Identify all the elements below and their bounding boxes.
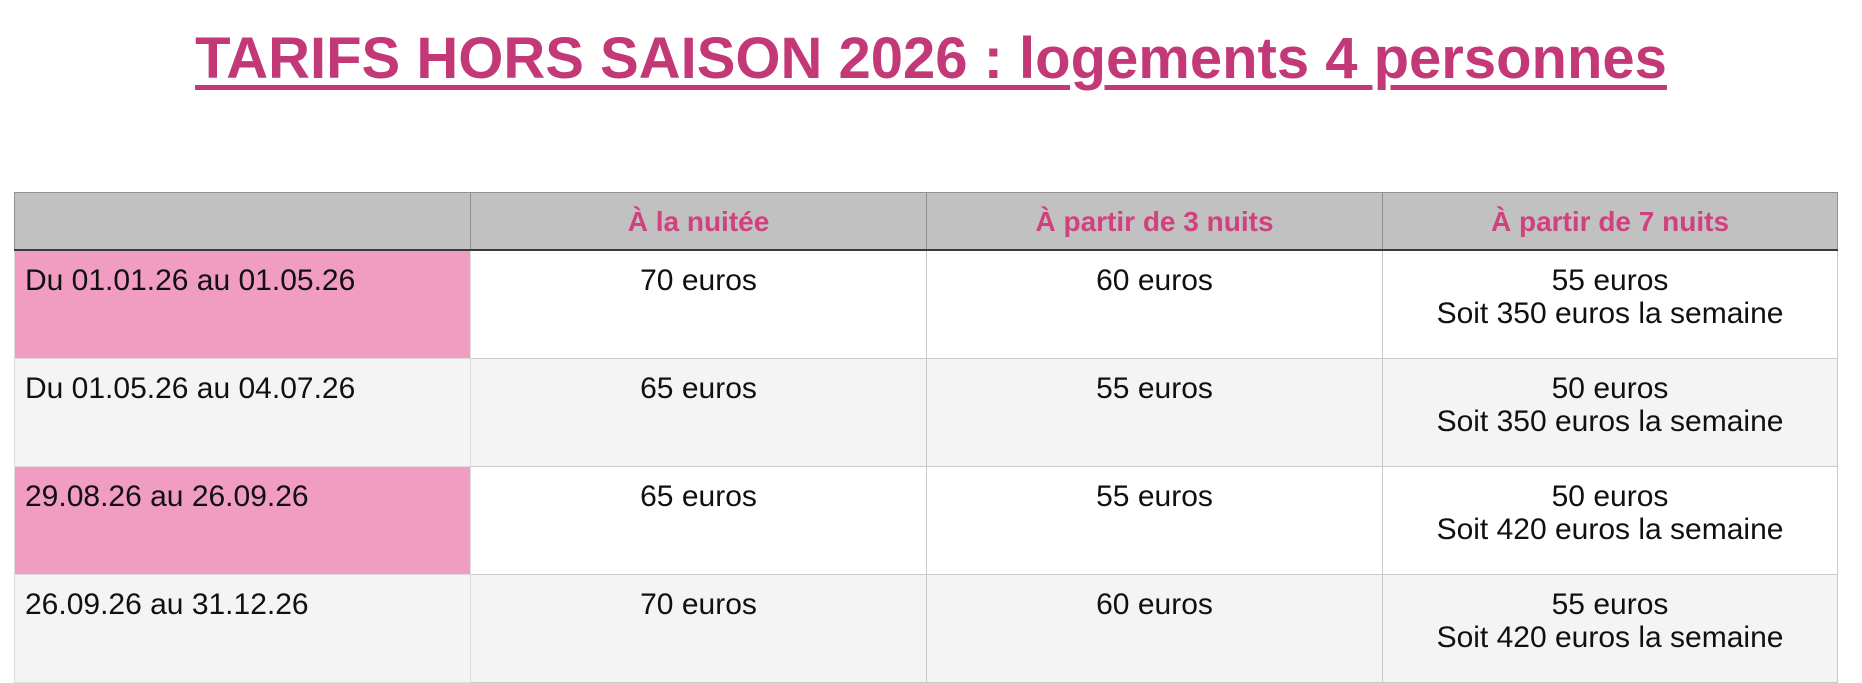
column-header-from-7-nights: À partir de 7 nuits bbox=[1382, 192, 1838, 251]
nightly-rate-cell: 70 euros bbox=[470, 249, 927, 359]
from-7-rate: 55 euros bbox=[1551, 264, 1669, 297]
from-7-nights-rate-cell: 55 euros Soit 420 euros la semaine bbox=[1382, 574, 1838, 683]
header-row: À la nuitée À partir de 3 nuits À partir… bbox=[14, 192, 1838, 251]
tariff-table: À la nuitée À partir de 3 nuits À partir… bbox=[14, 192, 1838, 683]
from-7-nights-rate-cell: 55 euros Soit 350 euros la semaine bbox=[1382, 249, 1838, 359]
period-cell: 29.08.26 au 26.09.26 bbox=[14, 466, 471, 575]
table-row: Du 01.05.26 au 04.07.26 65 euros 55 euro… bbox=[14, 358, 1838, 467]
table-row: Du 01.01.26 au 01.05.26 70 euros 60 euro… bbox=[14, 249, 1838, 359]
period-cell: 26.09.26 au 31.12.26 bbox=[14, 574, 471, 683]
from-7-rate: 55 euros bbox=[1551, 588, 1669, 621]
from-3-nights-rate-cell: 55 euros bbox=[926, 358, 1383, 467]
period-cell: Du 01.01.26 au 01.05.26 bbox=[14, 249, 471, 359]
column-header-blank bbox=[14, 192, 471, 251]
weekly-rate-note: Soit 350 euros la semaine bbox=[1436, 405, 1784, 438]
from-7-rate: 50 euros bbox=[1551, 372, 1669, 405]
page-title-text: TARIFS HORS SAISON 2026 : logements 4 pe… bbox=[195, 26, 1667, 91]
weekly-rate-note: Soit 420 euros la semaine bbox=[1436, 513, 1784, 546]
weekly-rate-note: Soit 420 euros la semaine bbox=[1436, 621, 1784, 654]
table-row: 26.09.26 au 31.12.26 70 euros 60 euros 5… bbox=[14, 574, 1838, 683]
from-7-rate: 50 euros bbox=[1551, 480, 1669, 513]
from-7-nights-rate-cell: 50 euros Soit 420 euros la semaine bbox=[1382, 466, 1838, 575]
nightly-rate-cell: 65 euros bbox=[470, 466, 927, 575]
page-title: TARIFS HORS SAISON 2026 : logements 4 pe… bbox=[0, 0, 1862, 94]
nightly-rate-cell: 70 euros bbox=[470, 574, 927, 683]
from-3-nights-rate-cell: 55 euros bbox=[926, 466, 1383, 575]
table-row: 29.08.26 au 26.09.26 65 euros 55 euros 5… bbox=[14, 466, 1838, 575]
column-header-nightly: À la nuitée bbox=[470, 192, 927, 251]
tariff-table-container: À la nuitée À partir de 3 nuits À partir… bbox=[14, 192, 1838, 683]
from-3-nights-rate-cell: 60 euros bbox=[926, 249, 1383, 359]
column-header-from-3-nights: À partir de 3 nuits bbox=[926, 192, 1383, 251]
weekly-rate-note: Soit 350 euros la semaine bbox=[1436, 297, 1784, 330]
period-cell: Du 01.05.26 au 04.07.26 bbox=[14, 358, 471, 467]
from-3-nights-rate-cell: 60 euros bbox=[926, 574, 1383, 683]
nightly-rate-cell: 65 euros bbox=[470, 358, 927, 467]
from-7-nights-rate-cell: 50 euros Soit 350 euros la semaine bbox=[1382, 358, 1838, 467]
